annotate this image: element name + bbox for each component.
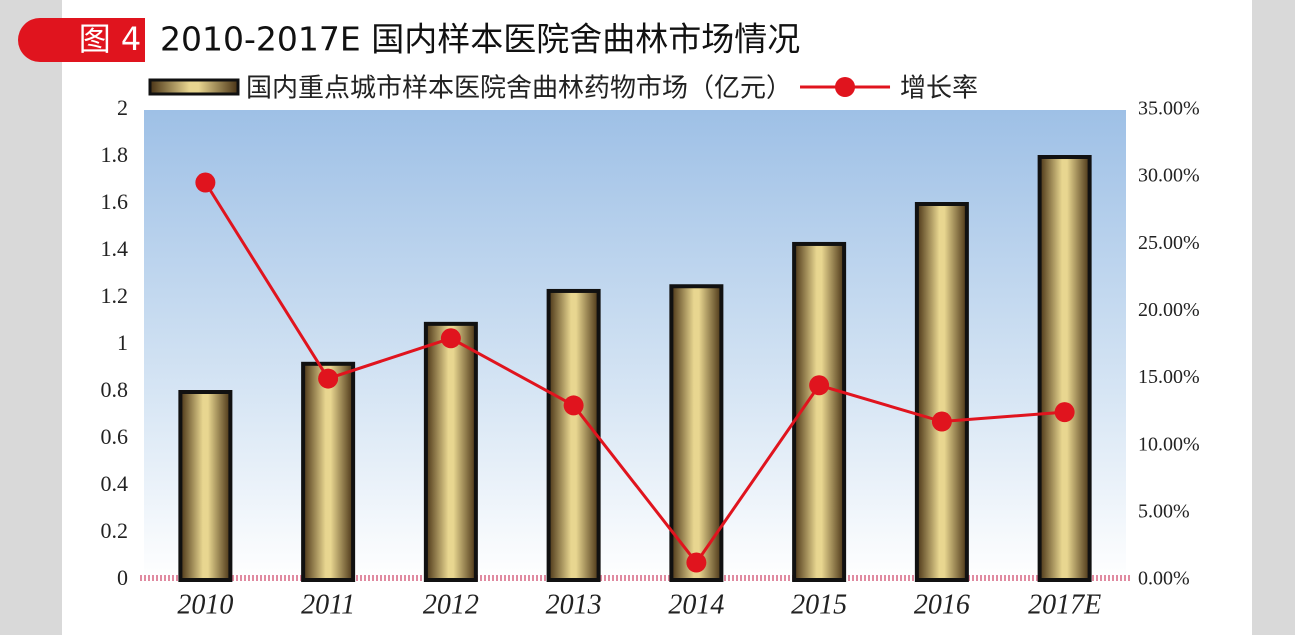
bar xyxy=(423,321,478,582)
x-tick-label: 2014 xyxy=(668,589,724,620)
y-tick-label: 1.8 xyxy=(101,142,129,167)
y-tick-label: 1.4 xyxy=(101,236,129,261)
line-marker xyxy=(686,552,707,573)
legend-label: 增长率 xyxy=(900,74,978,104)
x-tick-label: 2011 xyxy=(301,589,355,620)
line-marker xyxy=(440,328,461,349)
badge: 图 4 xyxy=(79,20,142,58)
x-tick-label: 2017E xyxy=(1028,589,1101,620)
y2-tick-label: 5.00% xyxy=(1138,500,1190,522)
plot-area xyxy=(144,110,1126,580)
y2-tick-label: 0.00% xyxy=(1138,568,1190,590)
x-tick-label: 2010 xyxy=(177,589,233,620)
legend-swatch xyxy=(148,78,240,96)
x-tick-label: 2016 xyxy=(914,589,970,620)
y-tick-label: 1 xyxy=(117,330,128,355)
x-tick-label: 2013 xyxy=(546,589,602,620)
line-marker xyxy=(318,368,339,389)
y-tick-label: 2 xyxy=(117,95,128,120)
y2-tick-label: 35.00% xyxy=(1138,98,1200,120)
y-tick-label: 0.8 xyxy=(101,377,129,402)
bar xyxy=(1037,155,1092,582)
y-tick-label: 1.6 xyxy=(101,189,129,214)
bar xyxy=(669,284,724,582)
chart-title: 2010-2017E 国内样本医院舍曲林市场情况 xyxy=(160,20,800,59)
legend-marker xyxy=(835,77,856,97)
line xyxy=(204,181,1065,566)
badge-bg xyxy=(18,18,145,62)
line-marker xyxy=(563,395,584,416)
y2-tick-label: 25.00% xyxy=(1138,232,1200,254)
y-tick-label: 0.6 xyxy=(101,424,129,449)
y2-tick-label: 20.00% xyxy=(1138,299,1200,321)
line-marker xyxy=(931,411,952,432)
line-marker xyxy=(195,172,216,193)
y-tick-label: 0.4 xyxy=(101,471,129,496)
x-tick-label: 2012 xyxy=(423,589,479,620)
line-marker xyxy=(1054,402,1075,423)
bar xyxy=(546,288,601,582)
bar xyxy=(914,202,969,582)
y2-tick-label: 10.00% xyxy=(1138,433,1200,455)
y2-tick-label: 30.00% xyxy=(1138,165,1200,187)
legend-label: 国内重点城市样本医院舍曲林药物市场（亿元） xyxy=(246,74,792,104)
y2-tick-label: 15.00% xyxy=(1138,366,1200,388)
y-tick-label: 0 xyxy=(117,565,128,590)
y-tick-label: 0.2 xyxy=(101,518,129,543)
x-tick-label: 2015 xyxy=(791,589,847,620)
y-tick-label: 1.2 xyxy=(101,283,129,308)
line-marker xyxy=(809,375,830,396)
bar xyxy=(178,390,233,582)
bar xyxy=(301,361,356,582)
